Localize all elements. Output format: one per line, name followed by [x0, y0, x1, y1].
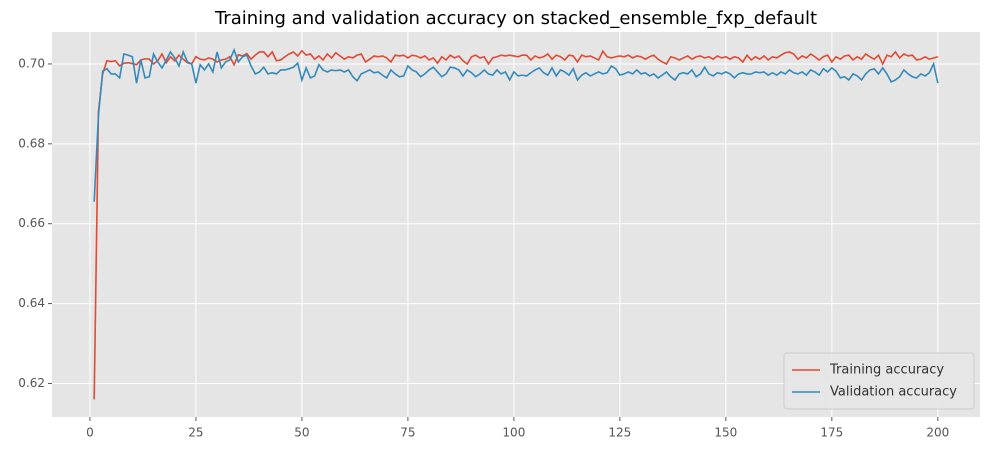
chart-title: Training and validation accuracy on stac…	[214, 8, 817, 29]
line-series	[93, 49, 939, 400]
x-tick-label: 75	[400, 426, 415, 440]
y-tick-label: 0.66	[18, 216, 45, 230]
x-tick-label: 0	[86, 426, 94, 440]
x-tick-label: 25	[188, 426, 203, 440]
line-series	[93, 47, 939, 202]
legend-label: Training accuracy	[829, 363, 944, 378]
x-tick-label: 200	[926, 426, 949, 440]
legend-box	[783, 352, 975, 410]
y-tick-label: 0.64	[18, 296, 45, 310]
y-tick-label: 0.70	[18, 56, 45, 70]
x-tick-label: 175	[820, 426, 843, 440]
legend-label: Validation accuracy	[830, 385, 957, 400]
x-tick-label: 50	[294, 426, 309, 440]
x-tick-label: 100	[502, 426, 525, 440]
y-tick-label: 0.68	[18, 136, 45, 150]
y-tick-label: 0.62	[18, 376, 45, 390]
x-tick-label: 125	[608, 426, 631, 440]
x-tick-label: 150	[714, 426, 737, 440]
